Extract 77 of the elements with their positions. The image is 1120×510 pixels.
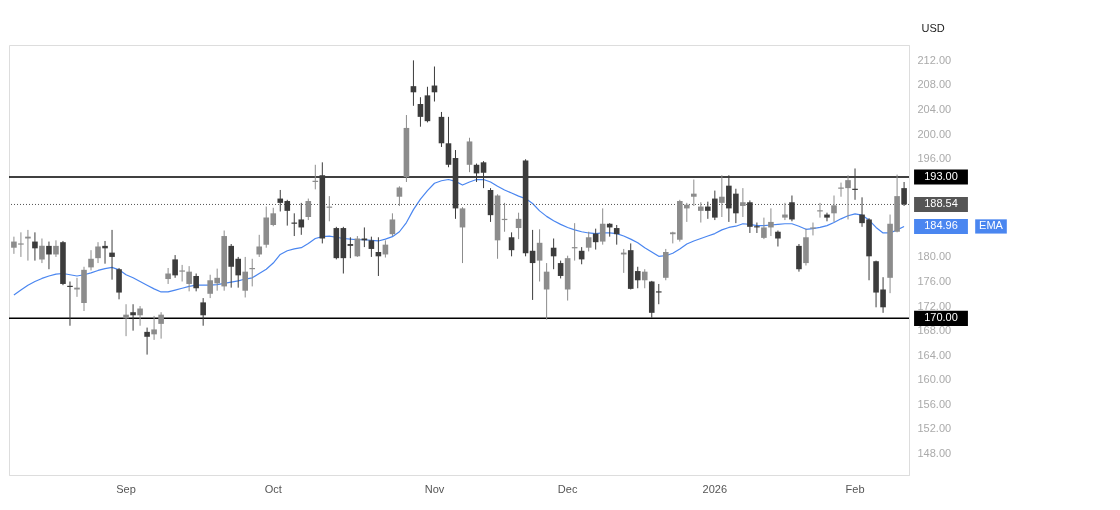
candlestick [137, 305, 143, 327]
y-tick-label: 204.00 [917, 103, 952, 115]
y-tick-label: 208.00 [917, 78, 952, 91]
candlestick [466, 137, 473, 173]
candlestick [158, 311, 164, 340]
candlestick [116, 267, 122, 300]
ref-line-label: 193.00 [924, 170, 958, 183]
candlestick [347, 236, 354, 259]
candlestick [445, 116, 452, 168]
candlestick [845, 174, 851, 220]
candlestick [775, 230, 781, 247]
candlestick [782, 202, 788, 221]
candlestick [641, 268, 648, 289]
ref-line-label: 188.54 [924, 197, 958, 210]
candlestick [740, 187, 746, 218]
candlestick [761, 217, 767, 240]
candlestick [691, 179, 697, 207]
candlestick [32, 231, 38, 262]
y-tick-label: 164.00 [917, 348, 952, 361]
candlestick [389, 212, 396, 237]
x-tick-label: Feb [845, 482, 865, 495]
candlestick [151, 315, 157, 341]
candlestick [186, 265, 192, 292]
candlestick [46, 241, 52, 270]
line-series [13, 178, 905, 296]
y-tick-label: 168.00 [917, 324, 952, 337]
candlestick [130, 303, 136, 332]
candlestick [796, 243, 802, 273]
candlestick [144, 327, 150, 356]
candlestick [39, 238, 45, 264]
candlestick [165, 267, 171, 285]
candlestick [831, 195, 837, 223]
y-tick-label: 176.00 [917, 275, 952, 287]
candlestick [172, 254, 178, 279]
candlestick [25, 229, 31, 262]
y-tick-label: 200.00 [917, 127, 952, 140]
y-tick-label: 172.00 [917, 299, 952, 312]
candlestick [810, 222, 816, 236]
y-tick-label: 180.00 [917, 250, 952, 263]
x-tick-label: 2026 [702, 482, 728, 495]
candlestick [585, 231, 592, 252]
candlestick [179, 264, 185, 282]
candlestick [480, 160, 487, 189]
y-tick-label: 156.00 [917, 397, 952, 410]
candlestick [901, 181, 907, 207]
candlestick [200, 297, 206, 327]
candlestick [417, 96, 424, 128]
x-tick-label: Nov [424, 482, 445, 495]
ref-line-label: 170.00 [924, 311, 958, 324]
y-tick-label: 212.00 [917, 53, 952, 66]
candlestick [508, 231, 515, 257]
text: 184.96 [924, 219, 958, 232]
candlestick [536, 228, 543, 282]
candlestick [95, 241, 101, 264]
candlestick [719, 174, 725, 218]
candlestick [599, 207, 606, 246]
x-tick-label: Dec [557, 482, 578, 495]
candlestick [789, 195, 795, 222]
candlestick [824, 212, 830, 222]
y-tick-label: 160.00 [917, 373, 952, 386]
candlestick [305, 198, 312, 221]
x-tick-label: Sep [116, 482, 136, 495]
candlestick [613, 224, 620, 246]
candlestick [242, 256, 249, 298]
x-tick-label: Oct [264, 482, 282, 495]
candlestick [768, 207, 774, 237]
y-tick-label: 152.00 [917, 422, 952, 435]
candlestick [698, 201, 704, 224]
candlestick [88, 249, 94, 271]
candlestick [53, 239, 59, 258]
y-tick-label: 196.00 [917, 152, 952, 165]
candlestick [256, 234, 263, 258]
candlestick [368, 236, 375, 258]
y-axis-title: USD [921, 21, 945, 34]
legend-label: EMA [979, 219, 1004, 232]
y-tick-label: 148.00 [917, 447, 952, 459]
candlestick [109, 229, 115, 281]
